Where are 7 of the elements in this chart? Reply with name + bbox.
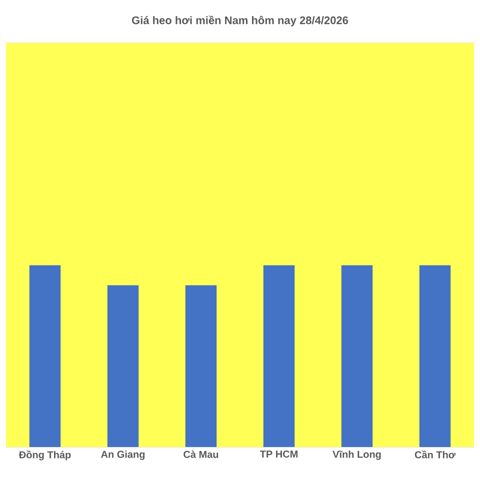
x-tick-label: TP HCM [260,450,298,458]
x-tick-label: An Giang [101,450,145,460]
x-tick-label: Cần Thơ [414,450,456,458]
x-tick-label: Vĩnh Long [332,450,381,460]
chart-title: Giá heo hơi miền Nam hôm nay 28/4/2026 [132,16,348,26]
x-tick-label: Cà Mau [184,450,218,458]
x-tick-label: Đồng Tháp [18,450,71,460]
